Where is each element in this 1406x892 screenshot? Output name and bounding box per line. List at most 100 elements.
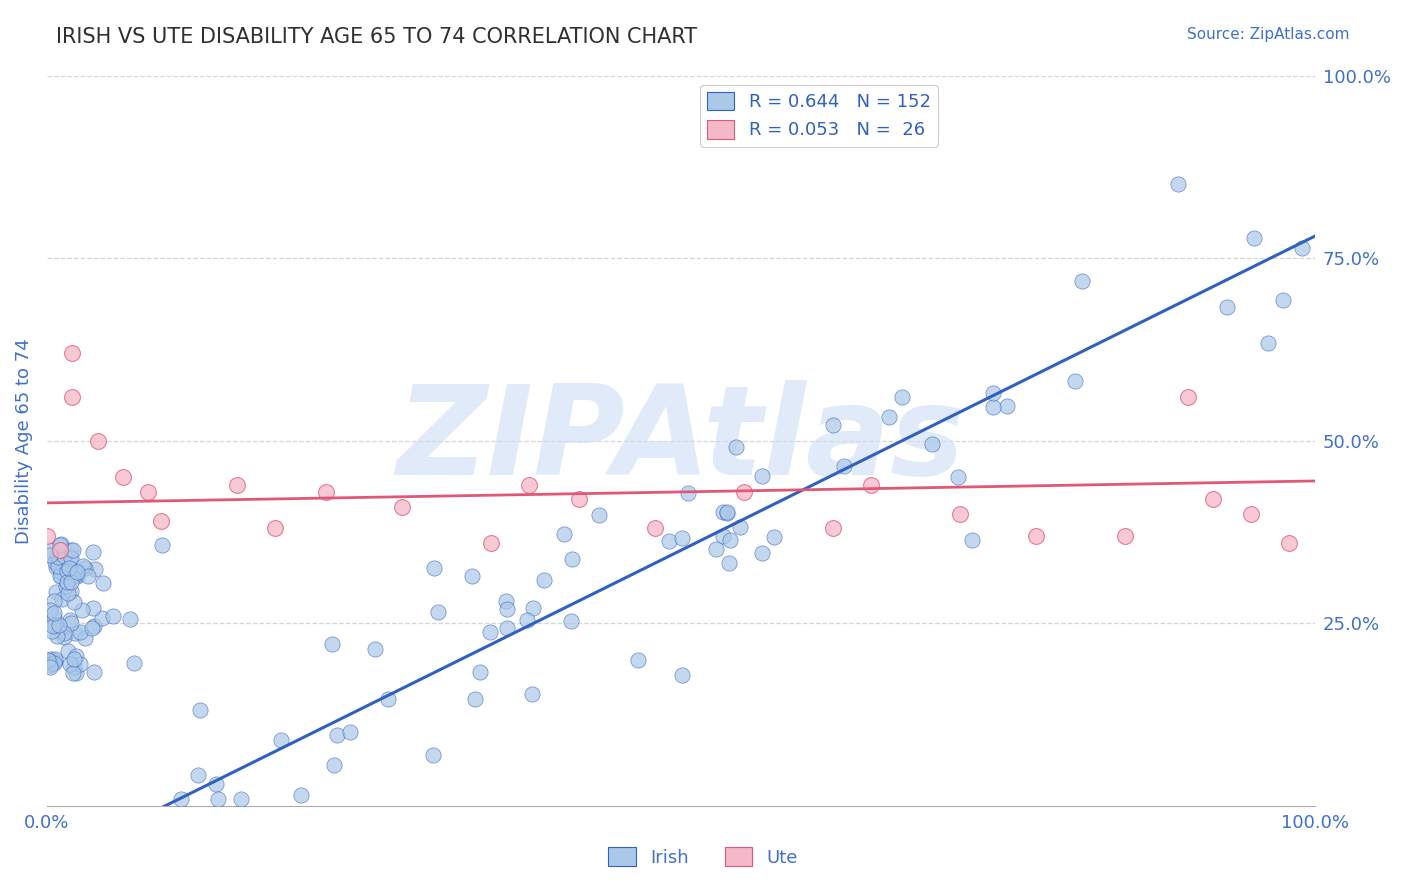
Point: [39, 660, 62, 674]
Point: [150, 514, 173, 528]
Point: [49, 538, 72, 552]
Point: [72, 559, 94, 574]
Legend: R = 0.644   N = 152, R = 0.053   N =  26: R = 0.644 N = 152, R = 0.053 N = 26: [700, 85, 938, 146]
Point: [41, 656, 63, 670]
Point: [45, 629, 67, 643]
Point: [83, 618, 105, 632]
Point: [48, 549, 70, 564]
Point: [323, 757, 346, 772]
Point: [751, 469, 773, 483]
Point: [1177, 390, 1199, 404]
Point: [44, 555, 66, 569]
Point: [51, 566, 73, 580]
Point: [39, 549, 62, 563]
Text: IRISH VS UTE DISABILITY AGE 65 TO 74 CORRELATION CHART: IRISH VS UTE DISABILITY AGE 65 TO 74 COR…: [56, 27, 697, 46]
Point: [56, 564, 79, 578]
Point: [1278, 536, 1301, 550]
Point: [75, 561, 97, 575]
Point: [1216, 300, 1239, 314]
Point: [704, 541, 727, 556]
Point: [91, 576, 114, 591]
Point: [66, 568, 89, 582]
Point: [949, 507, 972, 521]
Point: [65, 648, 87, 663]
Point: [63, 652, 86, 666]
Point: [76, 568, 98, 582]
Point: [188, 703, 211, 717]
Point: [46, 558, 69, 573]
Point: [59, 613, 82, 627]
Point: [671, 531, 693, 545]
Point: [496, 602, 519, 616]
Point: [207, 791, 229, 805]
Point: [86, 434, 108, 448]
Point: [877, 410, 900, 425]
Point: [169, 791, 191, 805]
Point: [56, 586, 79, 600]
Point: [56, 575, 79, 590]
Point: [1167, 177, 1189, 191]
Point: [59, 616, 82, 631]
Point: [1271, 293, 1294, 307]
Point: [1257, 336, 1279, 351]
Point: [44, 618, 66, 632]
Point: [90, 611, 112, 625]
Point: [63, 660, 86, 674]
Point: [553, 527, 575, 541]
Point: [45, 552, 67, 566]
Point: [264, 521, 287, 535]
Point: [63, 595, 86, 609]
Text: Source: ZipAtlas.com: Source: ZipAtlas.com: [1187, 27, 1350, 42]
Point: [981, 386, 1004, 401]
Point: [187, 768, 209, 782]
Point: [65, 625, 87, 640]
Point: [270, 732, 292, 747]
Point: [60, 574, 83, 589]
Point: [364, 642, 387, 657]
Point: [51, 592, 73, 607]
Point: [290, 788, 312, 802]
Point: [561, 552, 583, 566]
Point: [51, 557, 73, 571]
Point: [82, 601, 104, 615]
Point: [516, 614, 538, 628]
Point: [711, 529, 734, 543]
Point: [39, 657, 62, 671]
Point: [495, 594, 517, 608]
Point: [733, 484, 755, 499]
Point: [60, 390, 83, 404]
Point: [1064, 374, 1087, 388]
Point: [627, 653, 650, 667]
Point: [111, 470, 134, 484]
Point: [52, 549, 75, 563]
Point: [751, 546, 773, 560]
Point: [229, 791, 252, 805]
Point: [716, 505, 738, 519]
Point: [39, 542, 62, 557]
Point: [63, 564, 86, 578]
Point: [676, 485, 699, 500]
Point: [38, 603, 60, 617]
Point: [55, 579, 77, 593]
Point: [49, 537, 72, 551]
Point: [1240, 507, 1263, 521]
Point: [479, 536, 502, 550]
Point: [53, 631, 76, 645]
Point: [49, 569, 72, 583]
Point: [83, 665, 105, 679]
Point: [226, 477, 249, 491]
Point: [763, 530, 786, 544]
Point: [339, 724, 361, 739]
Point: [204, 777, 226, 791]
Point: [69, 657, 91, 671]
Point: [427, 605, 450, 619]
Point: [59, 549, 82, 563]
Point: [461, 569, 484, 583]
Point: [136, 484, 159, 499]
Point: [44, 654, 66, 668]
Point: [1243, 231, 1265, 245]
Point: [58, 560, 80, 574]
Point: [66, 568, 89, 582]
Point: [391, 500, 413, 514]
Point: [725, 440, 748, 454]
